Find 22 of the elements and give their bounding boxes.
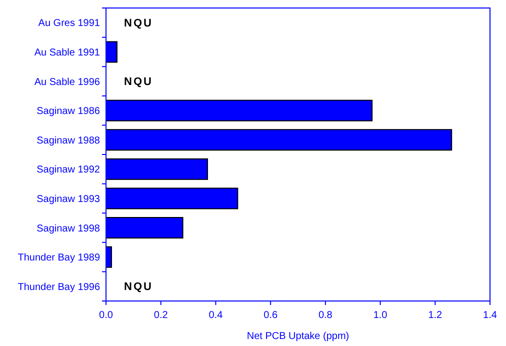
x-tick-label: 0.0 <box>99 310 114 321</box>
y-tick-label: Thunder Bay 1996 <box>18 282 100 293</box>
annotation: NQU <box>124 18 153 30</box>
y-tick-label: Saginaw 1988 <box>36 135 100 146</box>
y-tick-label: Au Sable 1996 <box>34 76 100 88</box>
annotation: NQU <box>124 281 153 294</box>
y-tick-label: Saginaw 1993 <box>36 194 100 205</box>
x-axis-title: Net PCB Uptake (ppm) <box>246 331 350 342</box>
x-tick-label: 1.4 <box>483 310 498 321</box>
x-tick-label: 0.4 <box>208 310 224 321</box>
y-tick-label: Au Sable 1991 <box>34 47 100 58</box>
y-tick-label: Saginaw 1998 <box>36 223 100 234</box>
x-tick-label: 1.0 <box>373 310 388 321</box>
y-tick-label: Saginaw 1992 <box>36 164 100 176</box>
x-tick-label: 0.2 <box>154 310 168 321</box>
x-tick-label: 0.8 <box>318 310 333 321</box>
annotation: NQU <box>124 76 153 88</box>
x-tick-label: 1.2 <box>428 310 443 321</box>
y-tick-label: Thunder Bay 1989 <box>18 252 100 264</box>
y-tick-label: Saginaw 1986 <box>36 106 100 118</box>
x-tick-label: 0.6 <box>264 310 278 321</box>
y-tick-label: Au Gres 1991 <box>38 18 100 30</box>
